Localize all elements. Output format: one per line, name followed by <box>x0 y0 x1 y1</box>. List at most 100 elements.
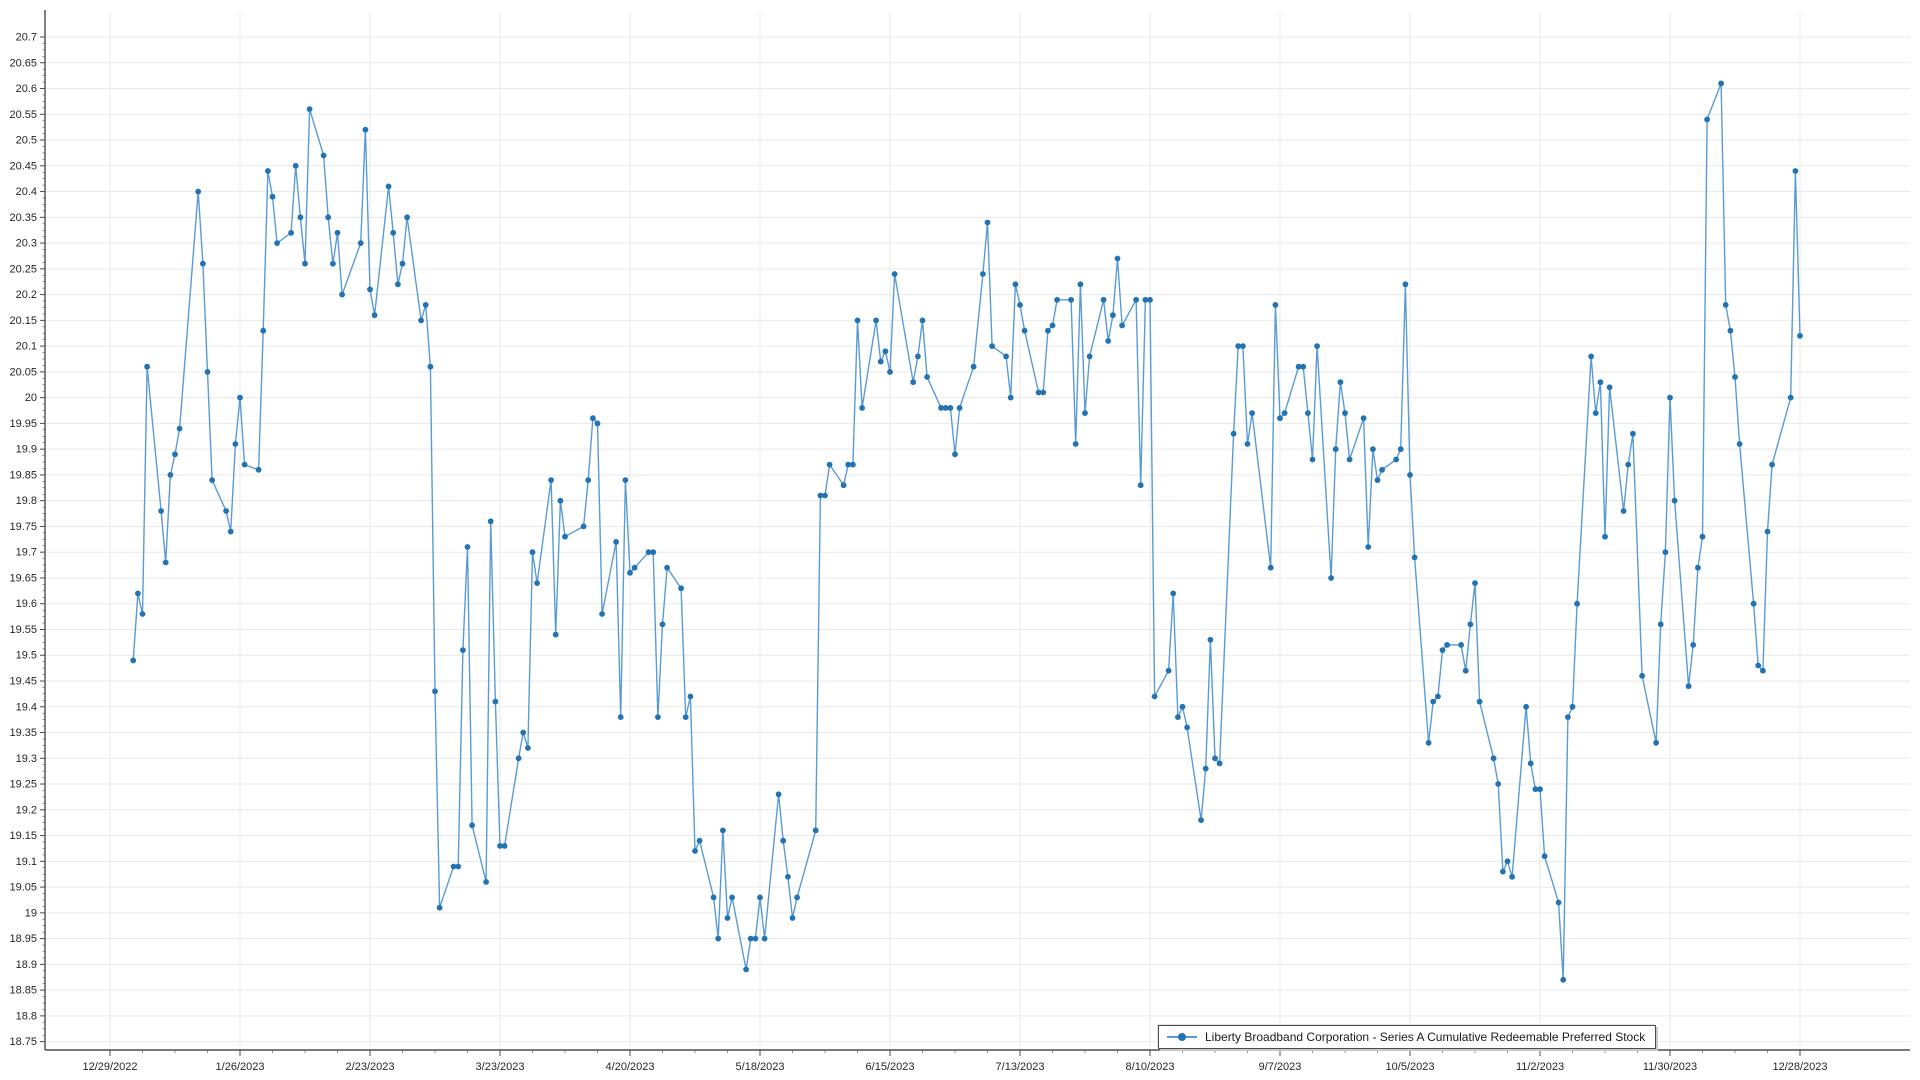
data-point <box>385 183 392 190</box>
data-point <box>887 369 893 375</box>
data-point <box>1695 564 1701 571</box>
data-point <box>1235 343 1242 349</box>
data-point <box>1527 760 1534 767</box>
data-point <box>1630 430 1636 437</box>
y-axis-label: 18.95 <box>9 933 37 945</box>
data-point <box>492 698 499 705</box>
data-point <box>747 935 754 942</box>
data-point <box>1597 379 1604 386</box>
x-axis-label: 5/18/2023 <box>736 1061 785 1073</box>
data-point <box>1179 703 1186 710</box>
y-axis-label: 19.35 <box>9 727 37 739</box>
y-axis-label: 19.95 <box>9 418 37 430</box>
data-point <box>761 935 768 942</box>
data-point <box>789 915 796 921</box>
data-point <box>942 405 949 411</box>
data-point <box>1374 477 1381 483</box>
data-point <box>1523 703 1529 710</box>
data-point <box>1736 441 1743 447</box>
data-point <box>399 260 406 267</box>
data-point <box>1119 322 1125 329</box>
data-point <box>1165 667 1172 674</box>
data-point <box>938 405 944 411</box>
data-point <box>659 621 666 628</box>
data-point <box>1346 456 1353 463</box>
data-point <box>1072 441 1079 447</box>
data-point <box>1077 281 1084 288</box>
data-point <box>144 363 151 370</box>
data-point <box>497 843 503 849</box>
data-point <box>1439 647 1446 653</box>
data-point <box>1699 533 1706 540</box>
data-point <box>854 317 861 324</box>
data-point <box>515 755 522 762</box>
data-point <box>548 477 554 483</box>
legend-series-marker-icon <box>1167 1031 1197 1043</box>
y-axis-label: 20.5 <box>16 135 37 147</box>
data-point <box>288 229 294 236</box>
legend[interactable]: Liberty Broadband Corporation - Series A… <box>1158 1025 1657 1049</box>
data-point <box>172 451 178 458</box>
data-point <box>1281 410 1288 416</box>
x-axis-label: 12/28/2023 <box>1772 1061 1827 1073</box>
data-point <box>780 837 787 844</box>
data-point <box>1435 693 1441 700</box>
data-point <box>1342 410 1348 416</box>
y-axis-label: 20.55 <box>9 109 37 121</box>
data-point <box>200 260 206 267</box>
data-point <box>1012 281 1019 288</box>
data-point <box>617 714 624 720</box>
x-axis-label: 8/10/2023 <box>1126 1061 1175 1073</box>
data-point <box>1277 415 1283 422</box>
data-point <box>1541 853 1548 860</box>
data-point <box>223 508 230 514</box>
y-axis-label: 19.85 <box>9 469 37 481</box>
data-point <box>1467 621 1474 628</box>
data-point <box>1314 343 1320 349</box>
data-point <box>1574 600 1580 607</box>
y-axis-label: 18.75 <box>9 1036 37 1048</box>
data-point <box>859 405 865 411</box>
y-axis-label: 20.4 <box>16 186 37 198</box>
data-point <box>1007 394 1014 401</box>
data-point <box>1068 296 1074 303</box>
data-point <box>947 405 954 411</box>
data-point <box>209 477 216 483</box>
x-axis-label: 1/26/2023 <box>216 1061 265 1073</box>
data-point <box>529 549 536 556</box>
data-point <box>1337 379 1344 386</box>
data-point <box>1249 410 1255 416</box>
data-point <box>325 214 332 221</box>
x-axis-label: 6/15/2023 <box>866 1061 915 1073</box>
data-point <box>260 327 267 334</box>
data-point <box>1718 80 1724 87</box>
data-point <box>1653 739 1659 746</box>
data-point <box>1787 394 1794 401</box>
data-point <box>395 281 401 288</box>
y-axis-label: 19.1 <box>16 856 37 868</box>
data-point <box>404 214 410 221</box>
data-point <box>692 848 698 854</box>
legend-series-label: Liberty Broadband Corporation - Series A… <box>1205 1030 1646 1044</box>
data-point <box>1397 446 1404 453</box>
data-point <box>1295 363 1302 370</box>
data-point <box>1555 899 1562 906</box>
data-point <box>227 528 234 535</box>
data-point <box>483 879 489 885</box>
data-point <box>139 611 146 617</box>
data-point <box>334 229 341 236</box>
y-axis-label: 20.2 <box>16 289 37 301</box>
data-point <box>1602 533 1608 540</box>
data-point <box>1332 446 1339 453</box>
data-point <box>882 348 889 355</box>
data-point <box>469 822 475 829</box>
y-axis-label: 19.75 <box>9 521 37 533</box>
data-point <box>1722 302 1729 308</box>
data-point <box>1462 667 1469 674</box>
data-point <box>1300 363 1307 370</box>
y-axis-label: 20.3 <box>16 238 37 250</box>
data-point <box>302 260 308 267</box>
x-axis-label: 10/5/2023 <box>1386 1061 1435 1073</box>
